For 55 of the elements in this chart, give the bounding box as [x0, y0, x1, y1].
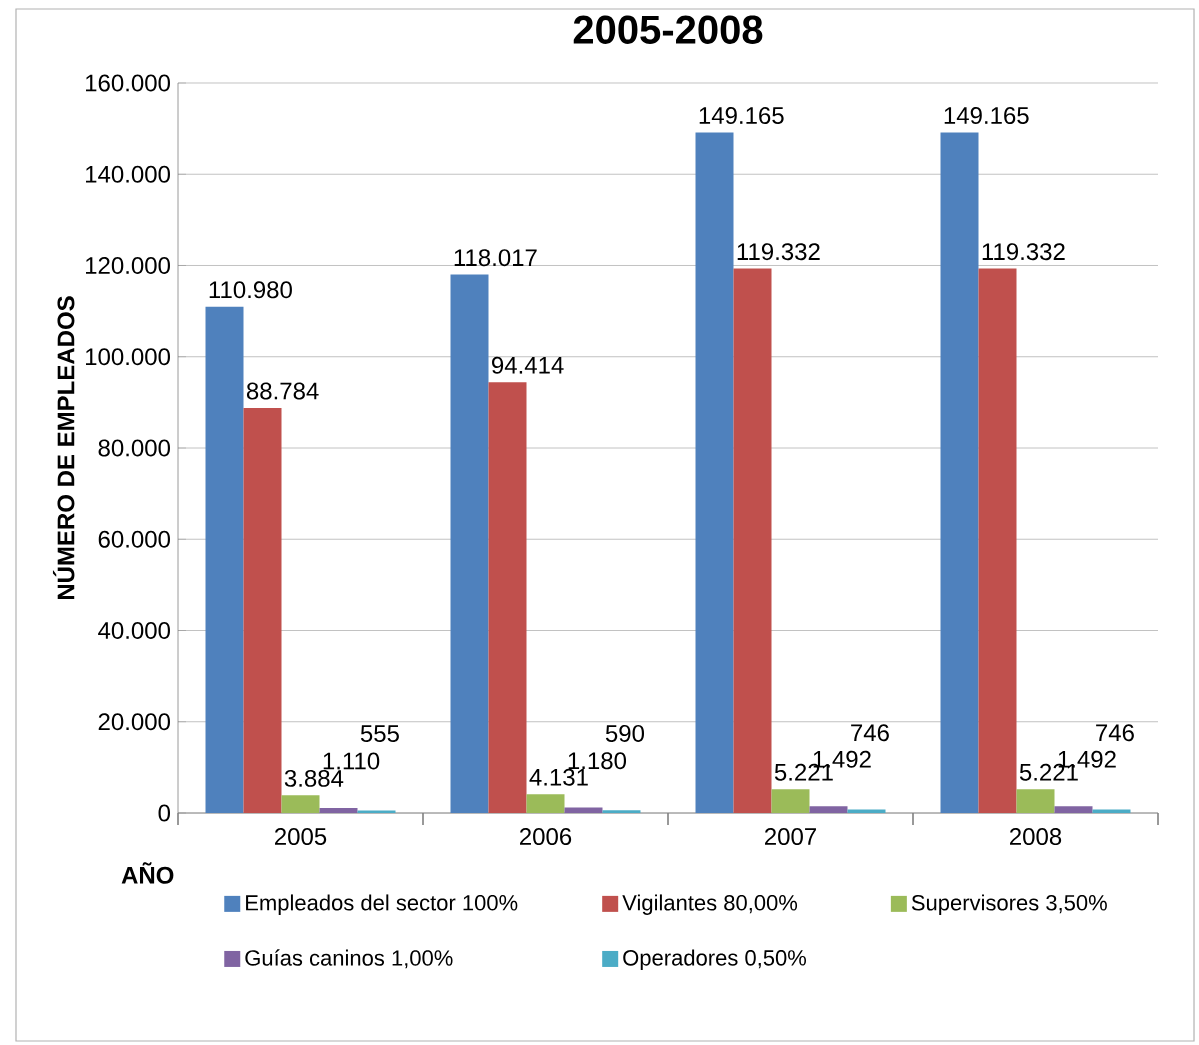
bar — [1054, 806, 1093, 813]
x-axis-title: AÑO — [121, 862, 174, 884]
legend-label: Operadores 0,50% — [623, 949, 807, 970]
data-label: 746 — [851, 724, 889, 742]
data-label: 88.784 — [246, 382, 319, 400]
x-tick-label: 2008 — [1010, 828, 1062, 846]
data-label: 118.017 — [454, 249, 537, 267]
data-label: 746 — [1096, 724, 1134, 742]
data-label: 4.131 — [529, 768, 588, 786]
legend-label: Supervisores 3,50% — [911, 894, 1107, 915]
bar — [281, 795, 320, 813]
bar — [450, 274, 489, 813]
legend-label: Guías caninos 1,00% — [245, 949, 453, 969]
bar — [733, 268, 772, 813]
bar — [319, 807, 358, 813]
data-label: 94.414 — [492, 356, 564, 374]
y-axis-title: NÚMERO DE EMPLEADOS — [52, 296, 75, 600]
bar — [695, 132, 734, 813]
x-tick-label: 2007 — [765, 828, 816, 846]
y-tick-label: 160.000 — [86, 74, 170, 92]
bar — [809, 806, 848, 813]
y-tick-label: 120.000 — [86, 257, 170, 274]
data-label: 1.180 — [568, 752, 627, 770]
bar — [940, 132, 979, 813]
legend-label: Empleados del sector 100% — [246, 894, 518, 915]
bar — [357, 810, 396, 813]
y-tick-label: 100.000 — [86, 348, 170, 366]
x-tick-label: 2006 — [520, 828, 572, 846]
bar — [564, 807, 603, 813]
y-tick-label: 140.000 — [86, 165, 170, 183]
bar — [205, 306, 244, 813]
bar — [602, 810, 641, 813]
y-tick-label: 60.000 — [98, 530, 170, 548]
chart-title: 2005-2008 — [573, 15, 763, 44]
bar — [978, 268, 1017, 813]
y-tick-label: 0 — [158, 804, 171, 822]
y-tick-label: 40.000 — [98, 622, 170, 639]
x-tick-label: 2005 — [275, 828, 327, 846]
data-label: 149.165 — [699, 107, 784, 125]
bar — [488, 382, 527, 813]
data-label: 3.884 — [284, 769, 344, 787]
legend-label: Vigilantes 80,00% — [622, 894, 798, 915]
bar — [243, 407, 282, 813]
data-label: 149.165 — [944, 107, 1029, 125]
data-label: 110.980 — [209, 281, 292, 299]
data-label: 119.332 — [737, 243, 820, 261]
data-label: 555 — [360, 725, 399, 743]
bar — [1016, 789, 1055, 813]
data-label: 1.110 — [323, 752, 380, 770]
y-tick-label: 20.000 — [98, 713, 170, 731]
bar — [526, 794, 565, 813]
bar — [771, 789, 810, 813]
y-tick-label: 80.000 — [98, 439, 170, 457]
data-label: 590 — [605, 724, 645, 742]
data-label: 119.332 — [982, 243, 1065, 261]
